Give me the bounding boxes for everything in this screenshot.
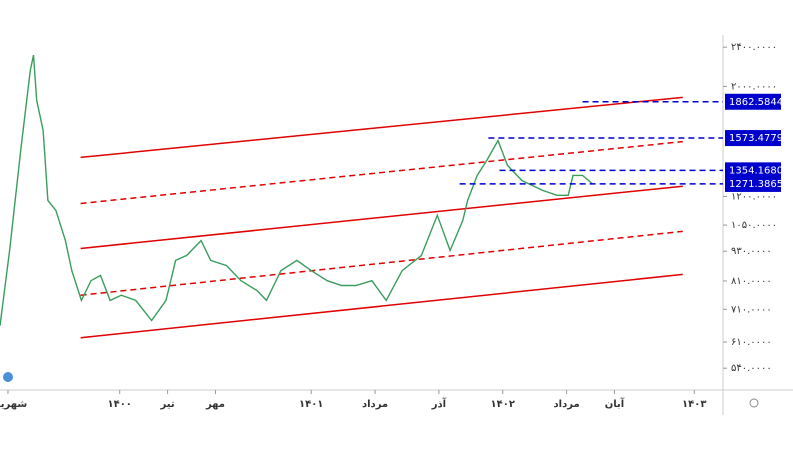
- x-tick-label: ۱۴۰۱: [299, 399, 323, 410]
- logo-icon[interactable]: [3, 372, 13, 382]
- x-tick-label: مرداد: [554, 399, 580, 410]
- settings-icon[interactable]: [749, 398, 759, 408]
- level-box: [725, 162, 781, 179]
- channel-line: [80, 185, 683, 250]
- y-tick-label: ۵۴۰.۰۰۰۰: [731, 363, 772, 374]
- y-tick-label: ۹۳۰.۰۰۰۰: [731, 246, 772, 257]
- level-box: [725, 175, 781, 192]
- y-tick-label: ۷۱۰.۰۰۰۰: [731, 304, 772, 315]
- channel-line: [80, 140, 683, 205]
- x-tick-label: ۱۴۰۳: [682, 399, 706, 410]
- y-tick-label: ۸۱۰.۰۰۰۰: [731, 276, 772, 287]
- level-label: 1862.5844: [729, 97, 783, 108]
- y-tick-label: ۲۰۰۰.۰۰۰۰: [731, 81, 777, 92]
- x-tick-label: آذر: [431, 397, 447, 410]
- x-tick-label: مهر: [205, 399, 225, 410]
- x-tick-label: ۱۴۰۰: [107, 399, 131, 410]
- price-line: [0, 54, 593, 326]
- y-tick-label: ۶۱۰.۰۰۰۰: [731, 337, 772, 348]
- channel-line: [80, 230, 683, 296]
- x-tick-label: آبان: [605, 397, 625, 410]
- x-tick-label: شهریور: [0, 399, 27, 410]
- y-tick-label: ۲۴۰۰.۰۰۰۰: [731, 42, 777, 53]
- x-tick-label: مرداد: [362, 399, 388, 410]
- level-label: 1271.3865: [729, 179, 783, 190]
- channel-line: [80, 273, 683, 339]
- level-box: [725, 93, 781, 110]
- x-tick-label: تیر: [160, 399, 175, 410]
- channel-line: [80, 96, 683, 159]
- level-label: 1573.4779: [729, 133, 783, 144]
- y-tick-label: ۱۰۵۰.۰۰۰۰: [731, 220, 777, 231]
- level-label: 1354.1680: [729, 165, 783, 176]
- y-tick-label: ۱۲۰۰.۰۰۰۰: [731, 191, 777, 202]
- level-box: [725, 130, 781, 147]
- x-tick-label: ۱۴۰۲: [491, 399, 515, 410]
